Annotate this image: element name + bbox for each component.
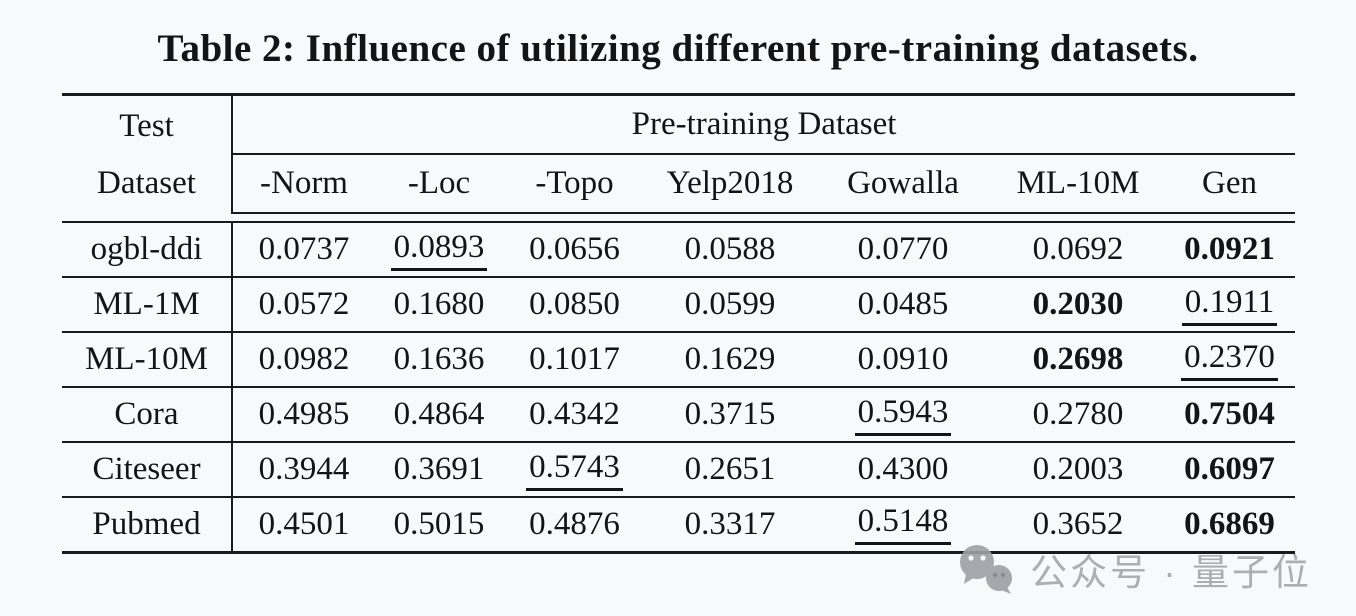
value-cell: 0.4876 — [529, 505, 620, 542]
value-cell: 0.3691 — [393, 451, 485, 487]
value-cell: 0.0910 — [857, 341, 949, 377]
value-cell: 0.0850 — [529, 286, 620, 322]
column-header: Yelp2018 — [646, 154, 814, 214]
value-cell: 0.1017 — [529, 341, 620, 377]
value-cell: 0.0770 — [857, 231, 949, 267]
value-cell: 0.0656 — [529, 231, 620, 267]
value-cell: 0.0893 — [375, 222, 503, 277]
value-cell: 0.3317 — [684, 505, 776, 542]
column-header: -Topo — [503, 154, 646, 214]
value-cell: 0.5743 — [503, 442, 646, 497]
column-header: Gen — [1164, 154, 1296, 214]
value-cell: 0.4501 — [258, 505, 350, 542]
value-cell: 0.5148 — [814, 497, 992, 552]
value-cell: 0.0692 — [1032, 231, 1124, 267]
value-cell: 0.3715 — [684, 396, 776, 432]
value-cell: 0.5015 — [393, 505, 485, 542]
table-row: Pubmed 0.4501 0.5015 0.4876 0.3317 0.5148 0.36… — [62, 497, 1296, 552]
value-cell: 0.2030 — [1032, 286, 1124, 322]
header-row-group: Test Dataset Pre-training Dataset — [62, 94, 1296, 213]
row-label: ogbl-ddi — [62, 222, 233, 277]
table-row: ML-10M 0.0982 0.1636 0.1017 0.1629 0.0910 0.26… — [62, 332, 1296, 387]
value-cell: 0.0588 — [684, 231, 776, 267]
value-cell: 0.1911 — [1164, 277, 1295, 332]
value-cell: 0.6097 — [1184, 451, 1275, 487]
value-cell: 0.2698 — [1032, 341, 1124, 377]
column-header: -Norm — [232, 154, 375, 214]
value-cell: 0.0485 — [857, 286, 949, 322]
value-cell: 0.0737 — [258, 231, 350, 267]
results-table: Test Dataset Pre-training Dataset -Norm -… — [62, 93, 1296, 554]
value-cell: 0.1629 — [684, 341, 776, 377]
table-row: ML-1M 0.0572 0.1680 0.0850 0.0599 0.0485 0.203… — [62, 277, 1296, 332]
group-header: Pre-training Dataset — [232, 94, 1296, 155]
header-row-columns: -Norm -Loc -Topo Yelp2018 Gowalla ML-10M Gen — [62, 154, 1296, 214]
value-cell: 0.1636 — [393, 341, 485, 377]
watermark: 公众号 · 量子位 — [956, 542, 1312, 596]
value-cell: 0.6869 — [1184, 505, 1275, 542]
row-label: ML-1M — [62, 277, 233, 332]
column-header: -Loc — [375, 154, 503, 214]
row-label: Citeseer — [62, 442, 233, 497]
value-cell: 0.7504 — [1184, 396, 1275, 432]
value-cell: 0.2780 — [1032, 396, 1124, 432]
table-row: Cora 0.4985 0.4864 0.4342 0.3715 0.5943 0.2780… — [62, 387, 1296, 442]
double-rule-gap — [62, 213, 1296, 223]
row-header-cell: Test Dataset — [62, 94, 233, 213]
table-caption: Table 2: Influence of utilizing differen… — [157, 27, 1199, 70]
column-header: Gowalla — [814, 154, 992, 214]
row-label: Cora — [62, 387, 233, 442]
value-cell: 0.4985 — [258, 396, 350, 432]
value-cell: 0.0572 — [258, 286, 350, 322]
value-cell: 0.0599 — [684, 286, 776, 322]
column-header: ML-10M — [992, 154, 1164, 214]
value-cell: 0.4342 — [529, 396, 620, 432]
watermark-text: 公众号 · 量子位 — [1030, 552, 1312, 593]
value-cell: 0.2370 — [1164, 332, 1295, 387]
value-cell: 0.4300 — [857, 451, 949, 487]
value-cell: 0.2003 — [1032, 451, 1124, 487]
value-cell: 0.3944 — [258, 451, 350, 487]
wechat-icon — [956, 543, 1016, 595]
value-cell: 0.5943 — [814, 387, 992, 442]
value-cell: 0.1680 — [393, 286, 485, 322]
row-header-line1: Test — [119, 107, 174, 144]
row-label: Pubmed — [62, 497, 233, 552]
value-cell: 0.3652 — [1032, 505, 1124, 542]
table-row: ogbl-ddi 0.0737 0.0893 0.0656 0.0588 0.0770 0.… — [62, 222, 1296, 277]
value-cell: 0.2651 — [684, 451, 776, 487]
row-label: ML-10M — [62, 332, 233, 387]
value-cell: 0.4864 — [393, 396, 485, 432]
table-row: Citeseer 0.3944 0.3691 0.5743 0.2651 0.4300 0.… — [62, 442, 1296, 497]
row-header-line2: Dataset — [97, 164, 196, 201]
value-cell: 0.0921 — [1184, 231, 1275, 267]
value-cell: 0.0982 — [258, 341, 350, 377]
